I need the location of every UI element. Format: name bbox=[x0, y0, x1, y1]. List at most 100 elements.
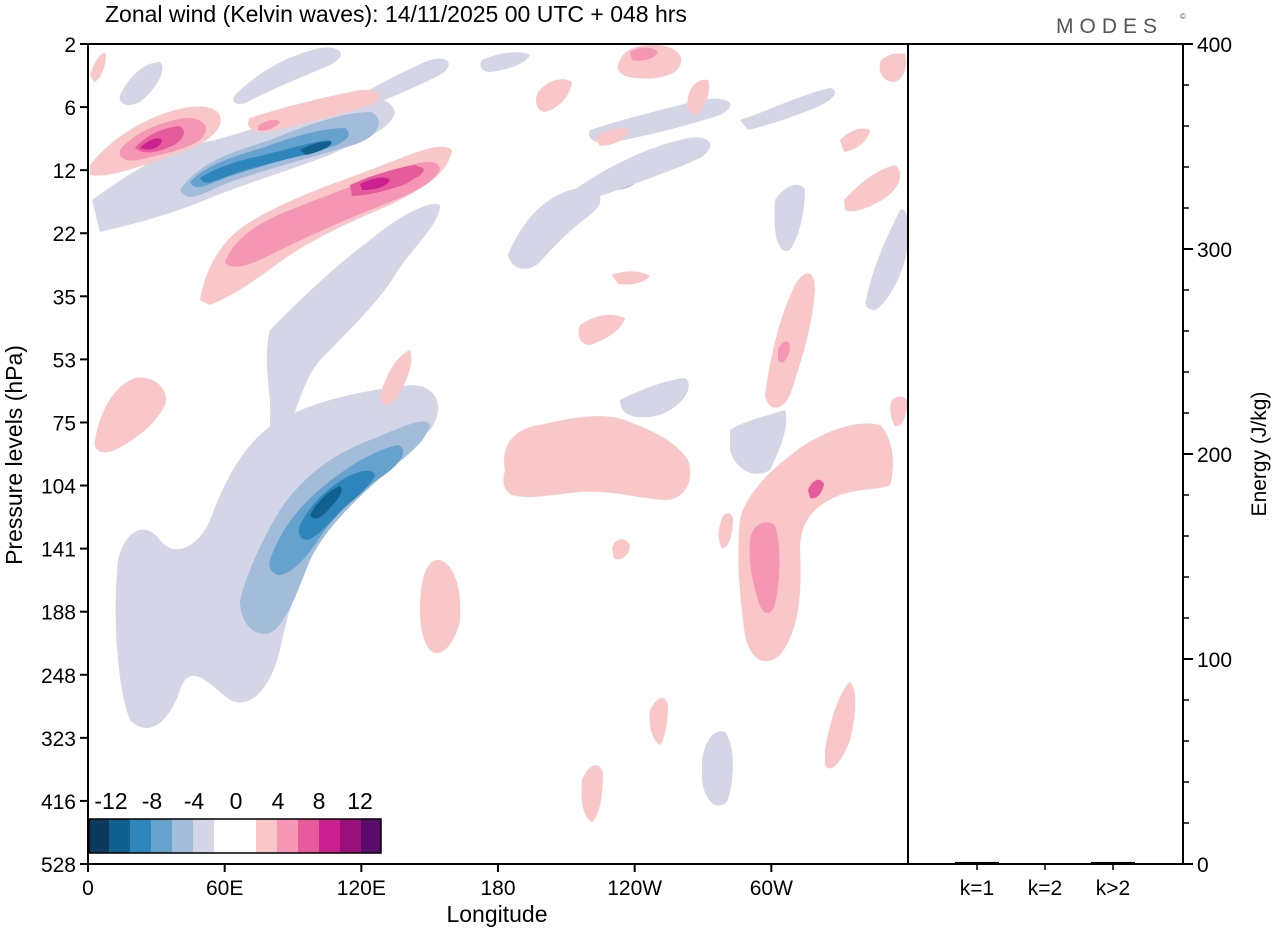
mid-negative-column bbox=[266, 204, 440, 436]
upper-positive-west-peak bbox=[140, 138, 162, 150]
energy-tick-label: 400 bbox=[1197, 34, 1232, 57]
negative-blob-right-upper bbox=[560, 137, 711, 206]
east-pacific-positive-core bbox=[808, 479, 824, 499]
energy-bar bbox=[955, 861, 999, 864]
energy-axis-ticks: 0 100 200 300 400 bbox=[1183, 34, 1232, 877]
east-pacific-positive-upper-core bbox=[778, 341, 790, 363]
positive-anomalies bbox=[90, 44, 908, 822]
y-tick-label: 22 bbox=[53, 223, 76, 246]
energy-bar bbox=[1091, 861, 1135, 864]
y-tick-label: 141 bbox=[41, 539, 76, 562]
east-pacific-positive-outer bbox=[738, 423, 893, 662]
y-axis-label: Pressure levels (hPa) bbox=[1, 345, 27, 565]
y-tick-label: 6 bbox=[64, 97, 76, 120]
negative-blob-pacific bbox=[508, 188, 601, 269]
y-tick-label: 323 bbox=[41, 728, 76, 751]
colorbar-tick-labels: -12 -8 -4 0 4 8 12 bbox=[94, 788, 372, 814]
colorbar-swatch bbox=[130, 819, 151, 853]
y-tick-label: 416 bbox=[41, 791, 76, 814]
y-tick-label: 104 bbox=[41, 476, 76, 499]
colorbar-swatch bbox=[89, 819, 109, 853]
y-tick-label: 53 bbox=[53, 349, 76, 372]
pink-blob-5 bbox=[612, 539, 630, 560]
lower-negative-band-core bbox=[298, 470, 375, 540]
pink-blob-9 bbox=[718, 513, 733, 549]
colorbar-swatch bbox=[340, 819, 361, 853]
negative-blob-far-east bbox=[865, 209, 908, 310]
pink-top-4 bbox=[687, 79, 710, 115]
energy-category-label: k=1 bbox=[960, 877, 994, 900]
colorbar-label: 12 bbox=[347, 788, 373, 814]
colorbar-swatch bbox=[172, 819, 193, 853]
pink-top-2 bbox=[879, 53, 907, 82]
pink-blob-2 bbox=[380, 350, 412, 405]
wind-field bbox=[90, 44, 908, 822]
upper-negative-streak-1 bbox=[119, 62, 163, 106]
pacific-positive bbox=[503, 416, 691, 500]
colorbar-swatch bbox=[361, 819, 381, 853]
negative-blob-top-right bbox=[774, 184, 805, 251]
east-pacific-positive-mid bbox=[749, 522, 780, 614]
pink-top-1-core bbox=[630, 47, 658, 61]
modes-logo: MODES bbox=[1056, 15, 1163, 38]
colorbar-frame bbox=[88, 818, 382, 854]
x-tick-label: 120W bbox=[607, 877, 662, 900]
pink-blob-7 bbox=[649, 698, 668, 745]
negative-blob-east-1 bbox=[620, 378, 689, 418]
y-tick-label: 248 bbox=[41, 665, 76, 688]
colorbar-label: 8 bbox=[313, 788, 326, 814]
upper-negative-band-peak bbox=[200, 140, 332, 183]
colorbar-swatch bbox=[109, 819, 130, 853]
upper-negative-band-max bbox=[300, 141, 332, 155]
y-tick-label: 75 bbox=[53, 412, 76, 435]
upper-positive-streak bbox=[248, 89, 381, 133]
colorbar-label: -12 bbox=[94, 788, 127, 814]
colorbar-label: -4 bbox=[184, 788, 205, 814]
energy-categories: k=1 k=2 k>2 bbox=[960, 864, 1130, 900]
energy-tick-label: 0 bbox=[1197, 854, 1209, 877]
negative-blob-lower-right bbox=[702, 731, 733, 806]
x-tick-label: 60E bbox=[206, 877, 243, 900]
pink-top-6 bbox=[844, 165, 901, 212]
colorbar-swatch bbox=[151, 819, 172, 853]
colorbar-label: -8 bbox=[142, 788, 162, 814]
pink-blob-4 bbox=[612, 271, 650, 285]
modes-copyright-mark: © bbox=[1180, 12, 1192, 21]
negative-streak-right-2 bbox=[740, 88, 835, 130]
east-pacific-positive-upper bbox=[765, 273, 815, 408]
colorbar-swatch bbox=[193, 819, 214, 853]
x-tick-label: 60W bbox=[750, 877, 793, 900]
upper-positive-band-peak bbox=[360, 177, 390, 190]
colorbar-swatch bbox=[256, 819, 277, 853]
x-axis-label: Longitude bbox=[446, 901, 547, 927]
upper-negative-streak-2 bbox=[233, 47, 341, 105]
colorbar-swatch bbox=[214, 819, 256, 853]
pink-top-8 bbox=[595, 128, 630, 146]
colorbar-label: 4 bbox=[272, 788, 285, 814]
colorbar-label: 0 bbox=[230, 788, 243, 814]
energy-category-label: k>2 bbox=[1096, 877, 1130, 900]
energy-tick-label: 100 bbox=[1197, 649, 1232, 672]
y-tick-label: 12 bbox=[53, 160, 76, 183]
negative-blob-east-2 bbox=[730, 410, 787, 474]
lower-negative-band-peak bbox=[310, 486, 342, 519]
upper-positive-band-secondary bbox=[408, 166, 424, 179]
pink-top-5 bbox=[90, 53, 106, 82]
pink-blob-3 bbox=[578, 314, 625, 345]
negative-streak-top-middle bbox=[480, 52, 530, 72]
chart-title: Zonal wind (Kelvin waves): 14/11/2025 00… bbox=[105, 1, 687, 27]
colorbar-swatch bbox=[298, 819, 319, 853]
colorbar-swatch bbox=[277, 819, 298, 853]
energy-tick-label: 200 bbox=[1197, 444, 1232, 467]
colorbar-swatch bbox=[319, 819, 340, 853]
y-tick-label: 35 bbox=[53, 286, 76, 309]
pink-blob-6 bbox=[581, 765, 603, 822]
energy-tick-label: 300 bbox=[1197, 239, 1232, 262]
y-axis-levels: 2 6 12 22 35 53 75 104 141 188 248 323 416 528 bbox=[41, 34, 88, 877]
x-tick-label: 180 bbox=[480, 877, 515, 900]
upper-positive-streak-core bbox=[258, 119, 280, 131]
y-tick-label: 2 bbox=[64, 34, 76, 57]
pink-top-7 bbox=[840, 128, 870, 152]
y-tick-label: 188 bbox=[41, 602, 76, 625]
